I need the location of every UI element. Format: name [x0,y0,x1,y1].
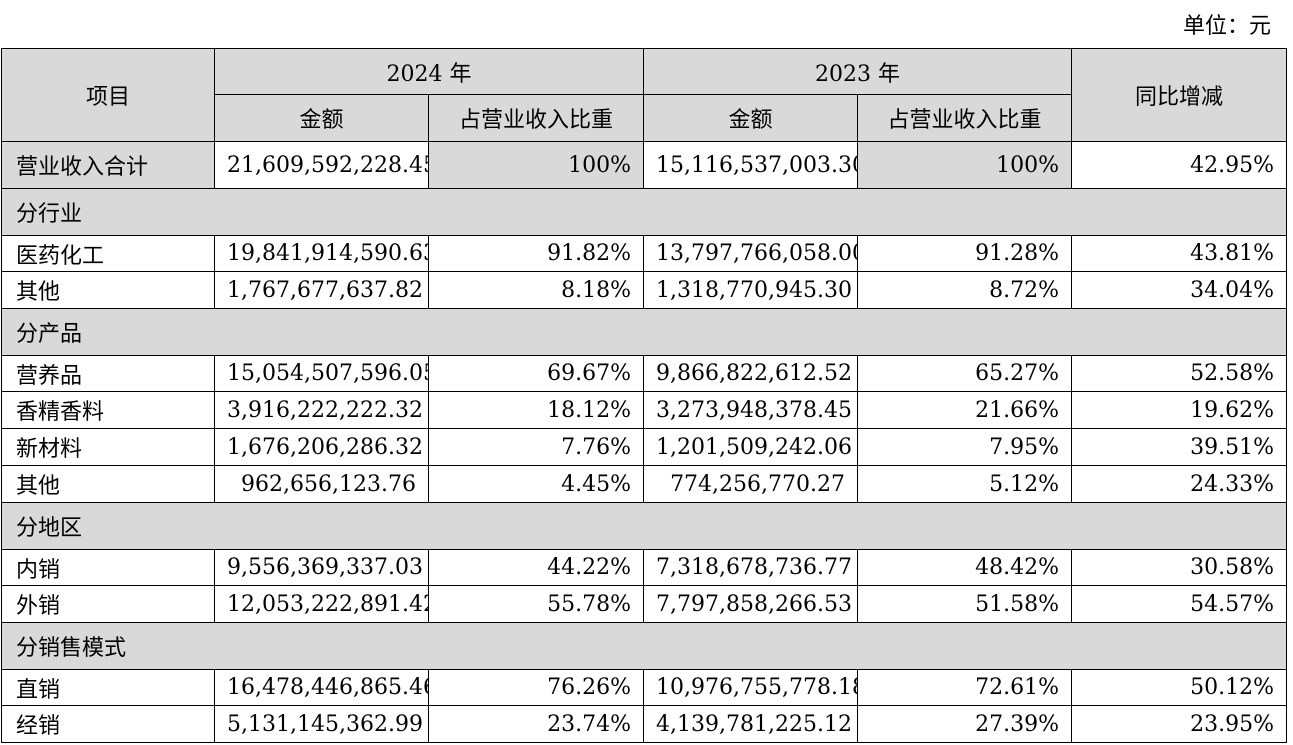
table-row: 香精香料 3,916,222,222.32 18.12% 3,273,948,3… [1,391,1288,429]
row-yoy: 19.62% [1071,391,1288,429]
row-label: 医药化工 [1,235,215,272]
row-amount-2023: 1,318,770,945.30 [643,271,859,309]
row-share-2024: 8.18% [427,271,645,309]
row-amount-2024: 12,053,222,891.42 [214,585,429,623]
table-body: 营业收入合计 21,609,592,228.45 100% 15,116,537… [0,141,1288,743]
row-share-2024: 69.67% [427,355,645,392]
table-row: 直销 16,478,446,865.46 76.26% 10,976,755,7… [1,669,1288,706]
row-share-2023: 91.28% [857,235,1073,272]
row-yoy: 52.58% [1071,355,1288,392]
row-yoy: 30.58% [1071,549,1288,586]
row-amount-2024: 1,676,206,286.32 [214,428,429,466]
row-share-2024: 44.22% [427,549,645,586]
row-yoy: 43.81% [1071,235,1288,272]
row-share-2023: 48.42% [857,549,1073,586]
row-yoy: 24.33% [1071,465,1288,503]
row-amount-2023: 774,256,770.27 [643,465,859,503]
section-row: 分地区 [0,502,1288,550]
row-amount-2024: 3,916,222,222.32 [214,391,429,429]
row-label: 经销 [1,705,215,743]
row-amount-2024: 5,131,145,362.99 [214,705,429,743]
table-row: 新材料 1,676,206,286.32 7.76% 1,201,509,242… [1,428,1288,466]
row-amount-2023: 1,201,509,242.06 [643,428,859,466]
row-amount-2023: 3,273,948,378.45 [643,391,859,429]
header-share-2024: 占营业收入比重 [427,94,645,142]
header-amount-2024: 金额 [214,94,429,142]
row-amount-2023: 9,866,822,612.52 [643,355,859,392]
table-row-total: 营业收入合计 21,609,592,228.45 100% 15,116,537… [1,141,1288,189]
row-amount-2024: 1,767,677,637.82 [214,271,429,309]
section-title: 分销售模式 [0,622,1288,670]
row-label: 直销 [1,669,215,706]
row-share-2024: 23.74% [427,705,645,743]
table-row: 其他 1,767,677,637.82 8.18% 1,318,770,945.… [1,271,1288,309]
table-row: 医药化工 19,841,914,590.63 91.82% 13,797,766… [1,235,1288,272]
total-share-2024: 100% [427,141,645,189]
header-year-2024: 2024 年 [213,48,645,95]
row-amount-2024: 16,478,446,865.46 [214,669,429,706]
table-row: 内销 9,556,369,337.03 44.22% 7,318,678,736… [1,549,1288,586]
row-yoy: 54.57% [1071,585,1288,623]
row-label: 营养品 [1,355,215,392]
row-share-2023: 51.58% [857,585,1073,623]
section-title: 分产品 [0,308,1288,356]
row-share-2024: 18.12% [427,391,645,429]
row-yoy: 34.04% [1071,271,1288,309]
row-label: 其他 [1,465,215,503]
row-amount-2023: 7,318,678,736.77 [643,549,859,586]
row-amount-2023: 7,797,858,266.53 [643,585,859,623]
table-row: 营养品 15,054,507,596.05 69.67% 9,866,822,6… [1,355,1288,392]
unit-label: 单位：元 [1182,14,1271,39]
header-year-2023: 2023 年 [643,48,1073,95]
section-title: 分行业 [0,188,1288,236]
row-yoy: 39.51% [1071,428,1288,466]
row-share-2023: 27.39% [857,705,1073,743]
row-yoy: 23.95% [1071,705,1288,743]
section-row: 分销售模式 [0,622,1288,670]
row-share-2023: 7.95% [857,428,1073,466]
row-label: 其他 [1,271,215,309]
row-share-2023: 65.27% [857,355,1073,392]
total-amount-2024: 21,609,592,228.45 [214,141,429,189]
row-label: 外销 [1,585,215,623]
row-yoy: 50.12% [1071,669,1288,706]
row-share-2023: 21.66% [857,391,1073,429]
row-share-2024: 7.76% [427,428,645,466]
row-share-2024: 91.82% [427,235,645,272]
row-amount-2023: 13,797,766,058.00 [643,235,859,272]
row-label: 香精香料 [1,391,215,429]
header-share-2023: 占营业收入比重 [857,94,1073,142]
section-title: 分地区 [0,502,1288,550]
row-amount-2024: 19,841,914,590.63 [214,235,429,272]
row-amount-2024: 15,054,507,596.05 [214,355,429,392]
row-share-2024: 76.26% [427,669,645,706]
header-item: 项目 [1,48,215,142]
row-amount-2024: 962,656,123.76 [214,465,429,503]
row-amount-2023: 4,139,781,225.12 [643,705,859,743]
row-share-2024: 4.45% [427,465,645,503]
row-label: 内销 [1,549,215,586]
header-yoy: 同比增减 [1071,48,1288,142]
header-amount-2023: 金额 [643,94,859,142]
table-row: 其他 962,656,123.76 4.45% 774,256,770.27 5… [1,465,1288,503]
table-row: 经销 5,131,145,362.99 23.74% 4,139,781,225… [1,705,1288,743]
revenue-table: 项目 2024 年 2023 年 同比增减 金额 占营业收入比重 金额 占营业收… [0,48,1288,743]
row-share-2023: 8.72% [857,271,1073,309]
total-share-2023: 100% [857,141,1073,189]
row-amount-2024: 9,556,369,337.03 [214,549,429,586]
row-amount-2023: 10,976,755,778.18 [643,669,859,706]
total-yoy: 42.95% [1071,141,1288,189]
row-share-2023: 72.61% [857,669,1073,706]
section-row: 分产品 [0,308,1288,356]
row-share-2024: 55.78% [427,585,645,623]
row-label: 新材料 [1,428,215,466]
table-header: 项目 2024 年 2023 年 同比增减 金额 占营业收入比重 金额 占营业收… [1,48,1288,142]
table-row: 外销 12,053,222,891.42 55.78% 7,797,858,26… [1,585,1288,623]
row-share-2023: 5.12% [857,465,1073,503]
total-label: 营业收入合计 [1,141,215,189]
total-amount-2023: 15,116,537,003.30 [643,141,859,189]
section-row: 分行业 [0,188,1288,236]
